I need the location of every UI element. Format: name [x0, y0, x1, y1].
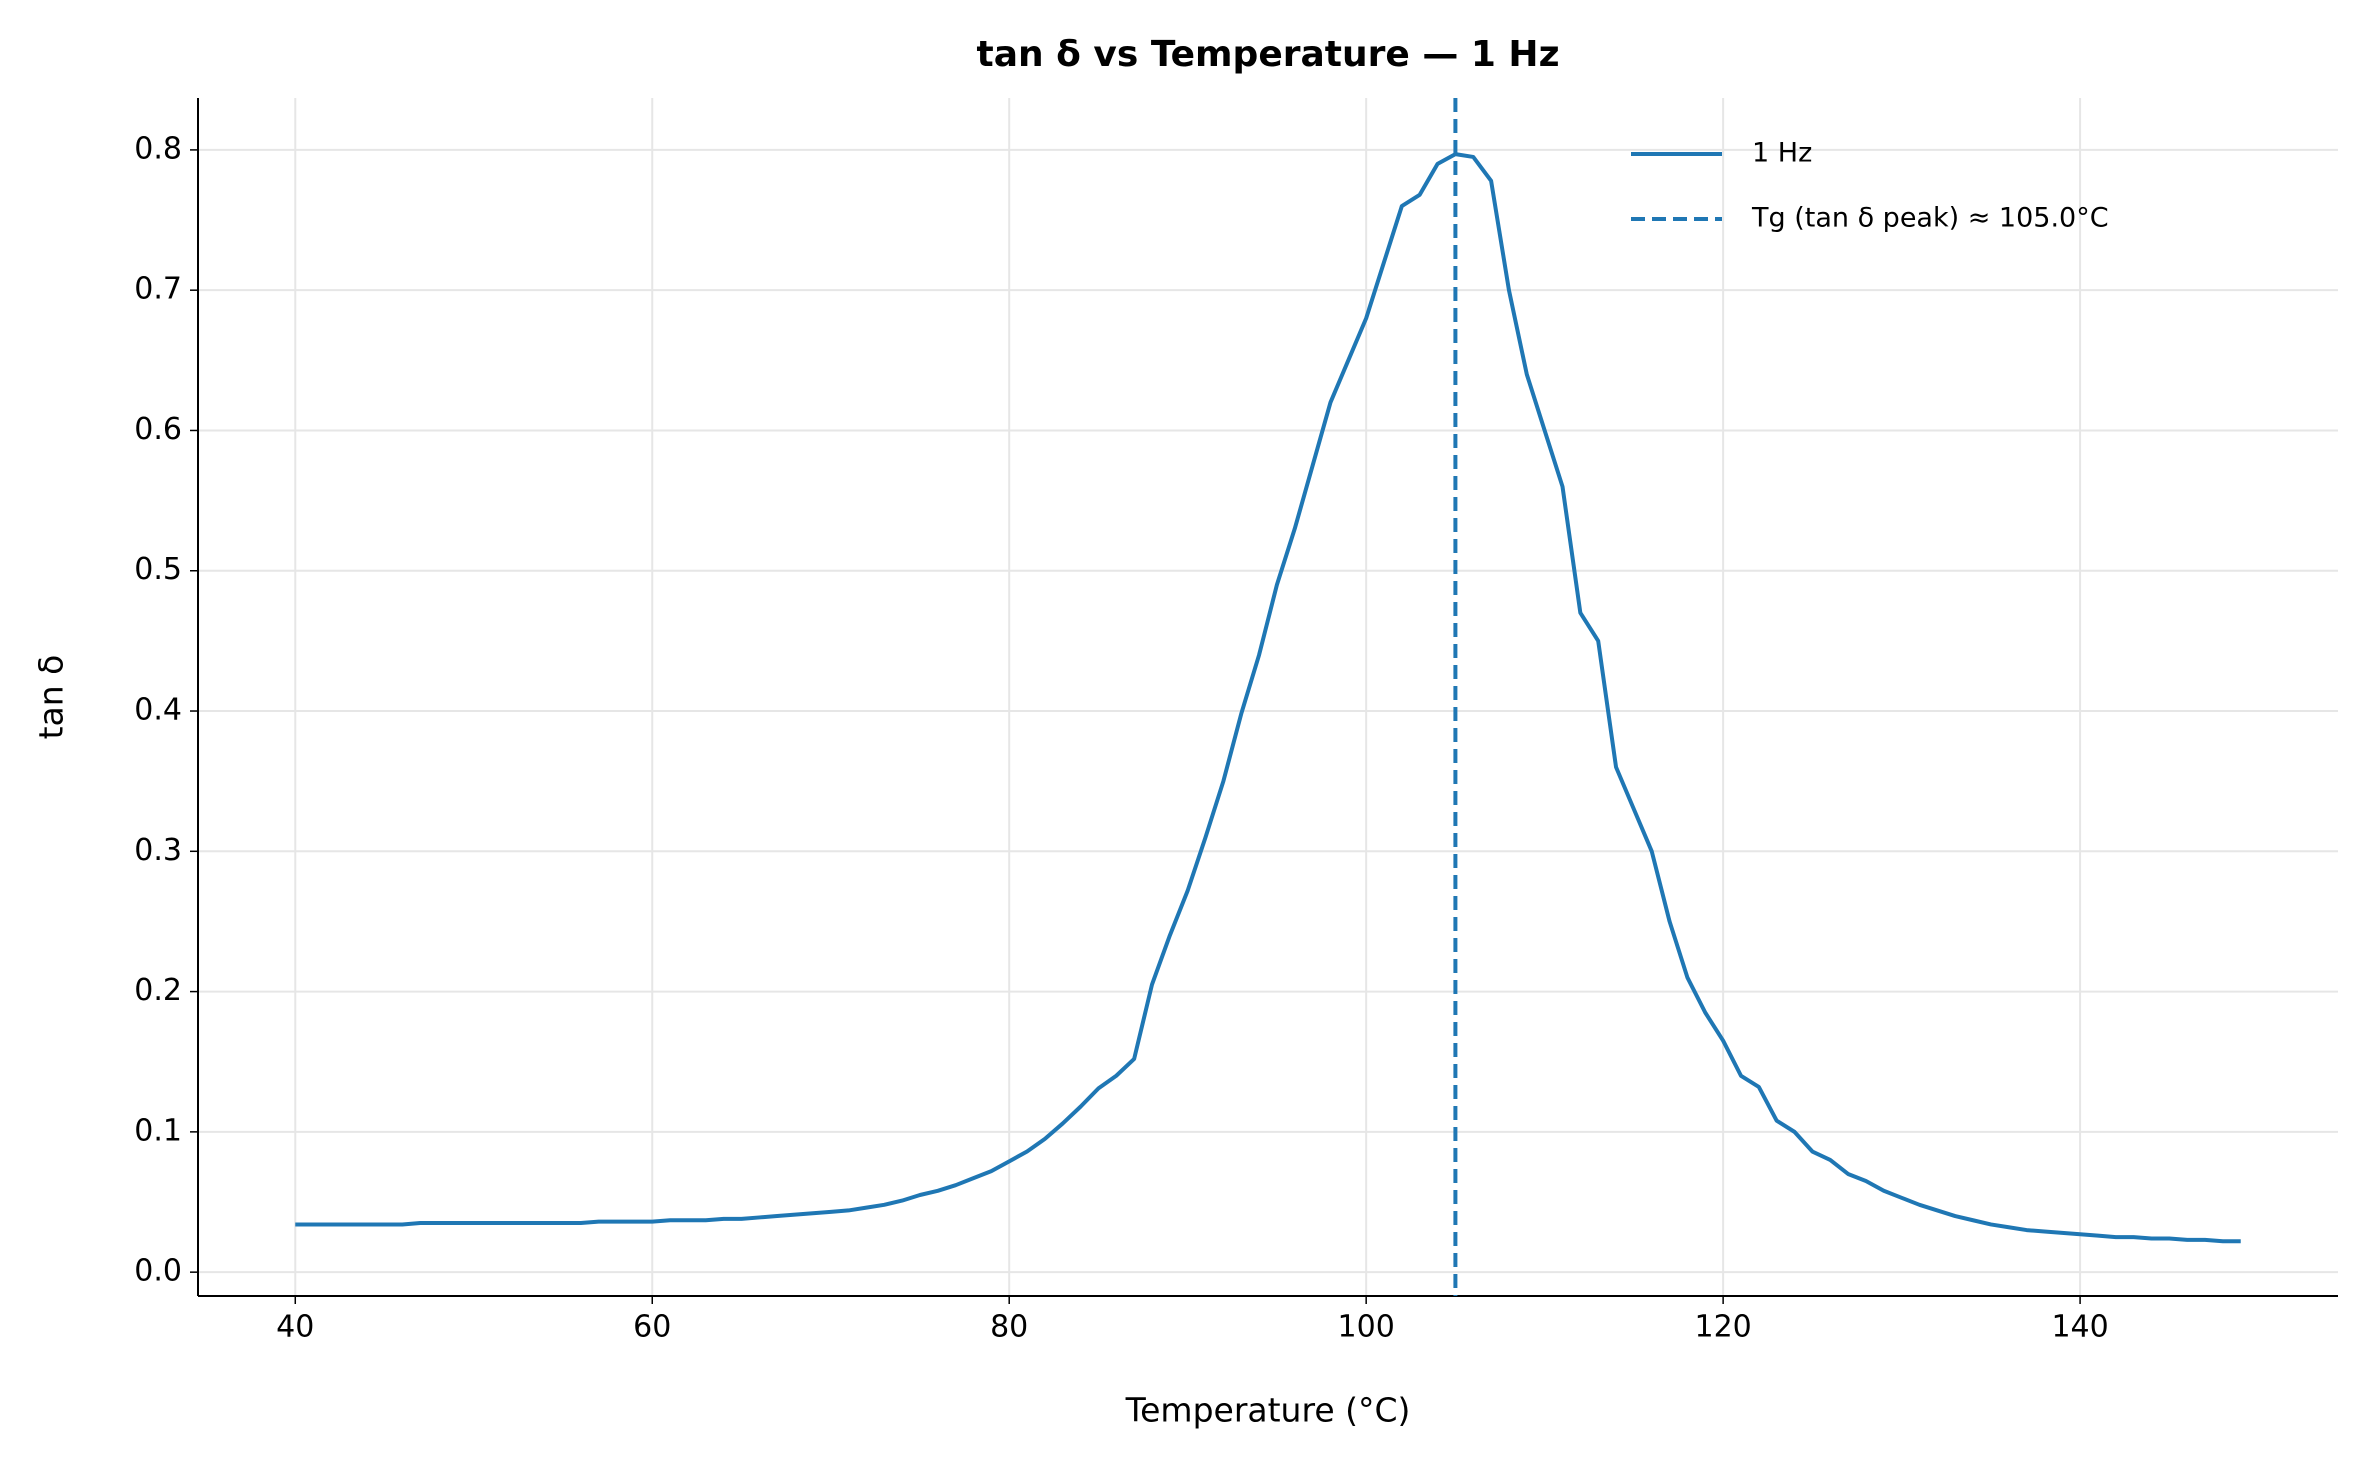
chart-title: tan δ vs Temperature — 1 Hz [976, 34, 1559, 75]
x-tick-label: 100 [1338, 1310, 1395, 1345]
y-tick-label: 0.0 [134, 1254, 182, 1289]
y-tick-label: 0.5 [134, 552, 182, 587]
y-axis-label: tan δ [32, 655, 71, 740]
y-tick-label: 0.3 [134, 833, 182, 868]
legend-label: 1 Hz [1752, 138, 1812, 169]
x-tick-label: 120 [1694, 1310, 1751, 1345]
y-tick-label: 0.1 [134, 1113, 182, 1148]
y-tick-label: 0.8 [134, 131, 182, 166]
y-tick-label: 0.7 [134, 272, 182, 307]
x-tick-label: 140 [2051, 1310, 2108, 1345]
data-line [295, 152, 2241, 1244]
x-tick-label: 60 [633, 1310, 671, 1345]
y-tick-label: 0.2 [134, 973, 182, 1008]
y-tick-label: 0.4 [134, 693, 182, 728]
x-tick-label: 80 [990, 1310, 1028, 1345]
x-tick-label: 40 [276, 1310, 314, 1345]
x-axis-label: Temperature (°C) [1125, 1391, 1411, 1430]
y-tick-label: 0.6 [134, 412, 182, 447]
legend-label: Tg (tan δ peak) ≈ 105.0°C [1751, 203, 2109, 234]
